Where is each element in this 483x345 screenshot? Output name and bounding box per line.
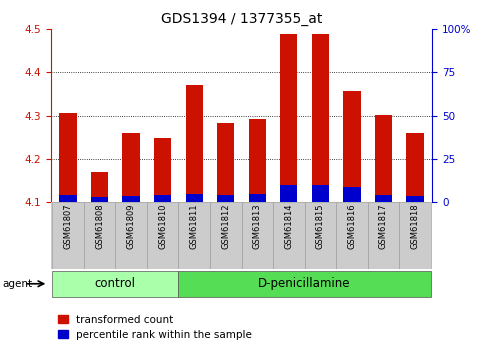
Bar <box>115 202 147 269</box>
Text: GSM61808: GSM61808 <box>95 204 104 249</box>
Bar <box>123 196 140 202</box>
Bar <box>280 33 298 202</box>
Bar <box>375 115 392 202</box>
Bar <box>52 202 84 269</box>
Bar <box>336 202 368 269</box>
Bar <box>375 195 392 202</box>
Bar <box>91 197 108 202</box>
Text: GSM61813: GSM61813 <box>253 204 262 249</box>
Bar <box>249 194 266 202</box>
Bar <box>217 123 234 202</box>
Bar <box>312 33 329 202</box>
Text: GSM61810: GSM61810 <box>158 204 167 249</box>
Text: control: control <box>95 277 136 290</box>
Bar <box>273 202 305 269</box>
Text: GSM61809: GSM61809 <box>127 204 136 249</box>
Bar <box>210 202 242 269</box>
Bar <box>84 202 115 269</box>
Bar <box>154 138 171 202</box>
Bar <box>185 195 203 202</box>
Bar <box>399 202 431 269</box>
Bar <box>147 202 178 269</box>
Bar <box>343 90 360 202</box>
Bar <box>178 270 431 297</box>
Title: GDS1394 / 1377355_at: GDS1394 / 1377355_at <box>161 11 322 26</box>
Bar <box>52 270 178 297</box>
Bar <box>249 119 266 202</box>
Bar <box>59 114 77 202</box>
Bar <box>178 202 210 269</box>
Text: GSM61811: GSM61811 <box>190 204 199 249</box>
Text: GSM61817: GSM61817 <box>379 204 388 249</box>
Legend: transformed count, percentile rank within the sample: transformed count, percentile rank withi… <box>58 315 252 340</box>
Text: GSM61815: GSM61815 <box>316 204 325 249</box>
Bar <box>312 185 329 202</box>
Bar <box>185 85 203 202</box>
Text: agent: agent <box>2 279 32 289</box>
Bar <box>123 133 140 202</box>
Bar <box>154 195 171 202</box>
Text: GSM61814: GSM61814 <box>284 204 293 249</box>
Text: GSM61807: GSM61807 <box>64 204 72 249</box>
Text: GSM61818: GSM61818 <box>411 204 419 249</box>
Bar <box>406 133 424 202</box>
Bar <box>91 171 108 202</box>
Text: D-penicillamine: D-penicillamine <box>258 277 351 290</box>
Text: GSM61816: GSM61816 <box>347 204 356 249</box>
Bar <box>217 195 234 202</box>
Bar <box>305 202 336 269</box>
Text: GSM61812: GSM61812 <box>221 204 230 249</box>
Bar <box>343 187 360 202</box>
Bar <box>406 196 424 202</box>
Bar <box>59 195 77 202</box>
Bar <box>242 202 273 269</box>
Bar <box>368 202 399 269</box>
Bar <box>280 185 298 202</box>
